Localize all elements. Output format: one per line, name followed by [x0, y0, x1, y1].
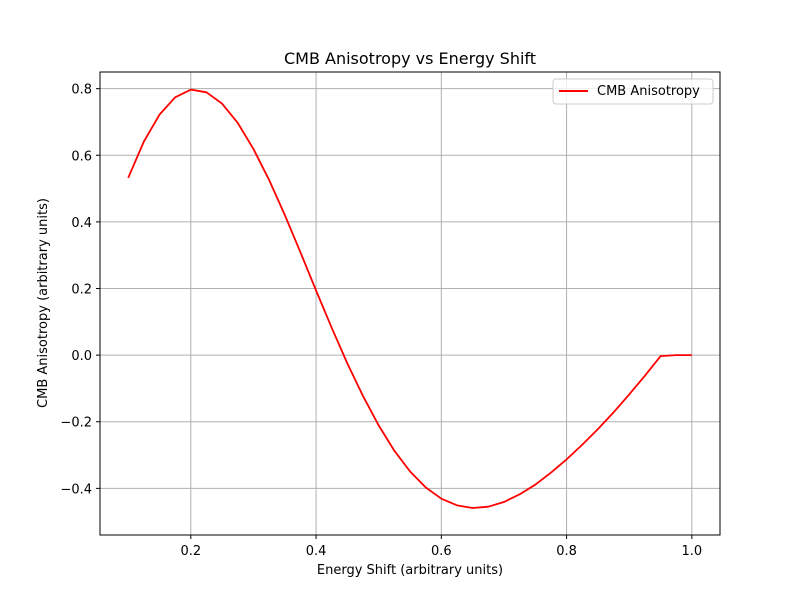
- plot-frame: [99, 71, 721, 536]
- y-tick-label: −0.4: [60, 482, 92, 497]
- x-tick-label: 0.2: [180, 544, 201, 559]
- series-line: [127, 88, 692, 509]
- series-layer: [127, 88, 692, 509]
- x-tick-label: 0.4: [306, 544, 327, 559]
- x-tick-label: 1.0: [681, 544, 702, 559]
- y-tick-label: −0.2: [60, 416, 92, 431]
- grid-lines: [100, 72, 720, 535]
- y-tick-label: 0.4: [71, 216, 92, 231]
- legend: CMB Anisotropy: [552, 78, 714, 105]
- legend-label: CMB Anisotropy: [597, 84, 700, 99]
- x-tick-label: 0.8: [556, 544, 577, 559]
- legend-box: [552, 78, 714, 105]
- x-axis-label: Energy Shift (arbitrary units): [317, 563, 503, 578]
- y-tick-label: 0.0: [71, 349, 92, 364]
- x-axis-ticks: 0.2 0.4 0.6 0.8 1.0: [180, 535, 702, 559]
- y-axis-label: CMB Anisotropy (arbitrary units): [36, 198, 51, 408]
- y-tick-label: 0.8: [71, 83, 92, 98]
- x-tick-label: 0.6: [431, 544, 452, 559]
- y-axis-ticks: −0.4 −0.2 0.0 0.2 0.4 0.6 0.8: [60, 83, 100, 497]
- chart-title: CMB Anisotropy vs Energy Shift: [284, 49, 536, 68]
- y-tick-label: 0.2: [71, 283, 92, 298]
- y-tick-label: 0.6: [71, 149, 92, 164]
